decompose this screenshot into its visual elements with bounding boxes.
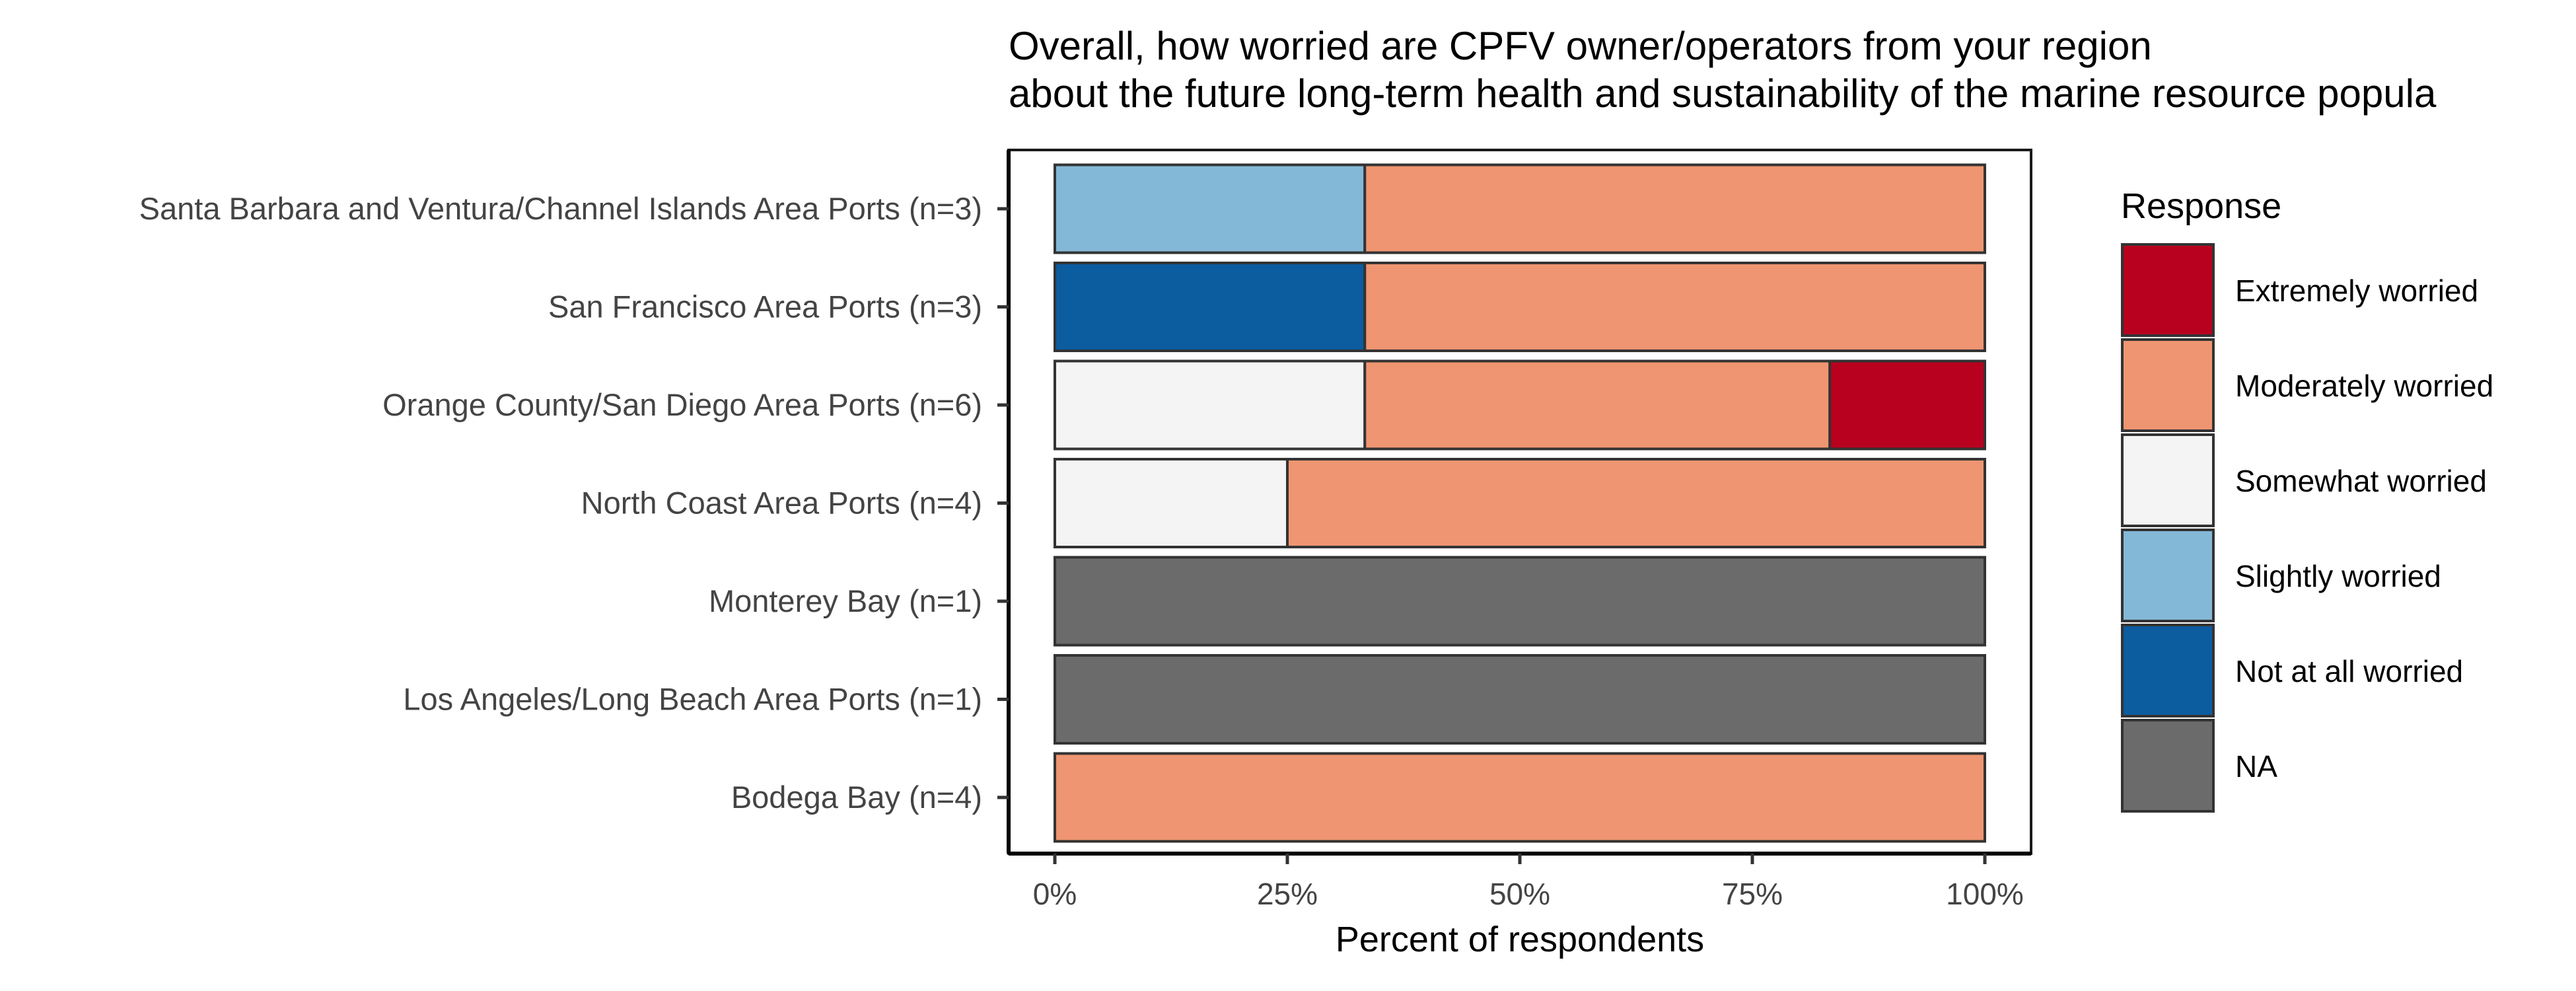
bar-segment-somewhat-worried [1054,458,1289,548]
x-tick-label: 50% [1489,877,1550,911]
legend-swatch-na [2121,719,2215,813]
chart-title-line-2: about the future long-term health and su… [1009,71,2437,116]
legend-swatch-slightly-worried [2121,529,2215,622]
y-tick-label: San Francisco Area Ports (n=3) [548,289,982,324]
y-axis: Santa Barbara and Ventura/Channel Island… [139,191,1009,815]
x-axis-title: Percent of respondents [1336,920,1704,959]
legend-label-extremely-worried: Extremely worried [2235,274,2478,308]
chart-title-line-1: Overall, how worried are CPFV owner/oper… [1009,24,2152,68]
y-tick-label: Santa Barbara and Ventura/Channel Island… [139,191,982,226]
bar-segment-moderately-worried [1363,163,1986,254]
x-tick-label: 75% [1722,877,1783,911]
y-tick-label: Monterey Bay (n=1) [709,583,982,618]
legend-swatch-somewhat-worried [2121,433,2215,527]
bars-layer [1054,163,1986,843]
chart-title: Overall, how worried are CPFV owner/oper… [1009,24,2437,116]
bar-segment-moderately-worried [1286,458,1986,548]
legend-swatch-extremely-worried [2121,243,2215,337]
bar-segment-somewhat-worried [1054,359,1367,451]
bar-segment-na [1054,556,1986,647]
bar-segment-na [1054,654,1986,745]
legend-label-not-at-all-worried: Not at all worried [2235,654,2463,688]
y-tick-label: Orange County/San Diego Area Ports (n=6) [382,387,982,422]
legend-swatch-moderately-worried [2121,338,2215,432]
legend: Response Extremely worried Moderately wor… [2121,186,2493,813]
x-tick-label: 100% [1946,877,2024,911]
x-tick-label: 25% [1257,877,1318,911]
bar-segment-moderately-worried [1054,752,1986,843]
legend-label-moderately-worried: Moderately worried [2235,369,2493,403]
x-axis: 0% 25% 50% 75% 100% [1033,854,2024,911]
legend-title: Response [2121,186,2281,226]
legend-label-na: NA [2235,749,2277,784]
legend-label-somewhat-worried: Somewhat worried [2235,464,2487,498]
y-tick-label: North Coast Area Ports (n=4) [581,486,982,521]
bar-segment-extremely-worried [1828,359,1986,451]
bar-segment-moderately-worried [1363,359,1832,451]
y-tick-label: Los Angeles/Long Beach Area Ports (n=1) [403,682,982,717]
legend-swatch-not-at-all-worried [2121,624,2215,717]
y-tick-label: Bodega Bay (n=4) [731,780,982,815]
legend-label-slightly-worried: Slightly worried [2235,559,2441,593]
bar-segment-not-at-all-worried [1054,262,1367,352]
bar-segment-moderately-worried [1363,262,1986,352]
bar-segment-slightly-worried [1054,163,1367,254]
x-tick-label: 0% [1033,877,1077,911]
